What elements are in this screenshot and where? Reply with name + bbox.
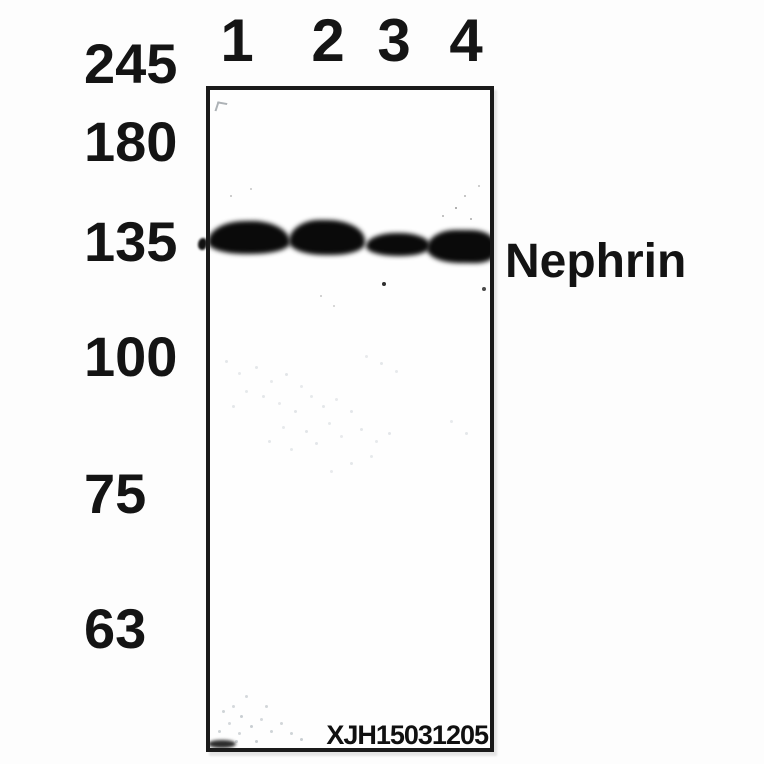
band-lane-1 <box>210 220 291 255</box>
band-lane-3 <box>366 233 430 256</box>
lane-label-4: 4 <box>449 7 483 74</box>
border-blot-artifact <box>198 238 207 250</box>
membrane-speckle-noise-bottom <box>214 702 217 705</box>
blot-panel: XJH15031205 <box>206 86 494 752</box>
mw-marker-180: 180 <box>84 110 178 173</box>
scan-artifact-mark <box>214 101 228 113</box>
membrane-speckle-noise <box>220 355 223 358</box>
mw-marker-135: 135 <box>84 210 178 273</box>
watermark-code: XJH15031205 <box>326 720 489 750</box>
lane-label-2: 2 <box>311 7 345 74</box>
mw-marker-63: 63 <box>84 597 147 660</box>
mw-marker-75: 75 <box>84 462 147 525</box>
protein-label: Nephrin <box>505 235 687 288</box>
lane-label-3: 3 <box>377 7 411 74</box>
band-lane-2 <box>288 219 366 256</box>
mw-marker-245: 245 <box>84 32 178 95</box>
membrane-dark-specks <box>210 90 212 92</box>
lane-label-1: 1 <box>220 7 254 74</box>
mw-marker-100: 100 <box>84 325 178 388</box>
band-lane-4 <box>426 229 490 264</box>
corner-smudge <box>210 740 236 748</box>
